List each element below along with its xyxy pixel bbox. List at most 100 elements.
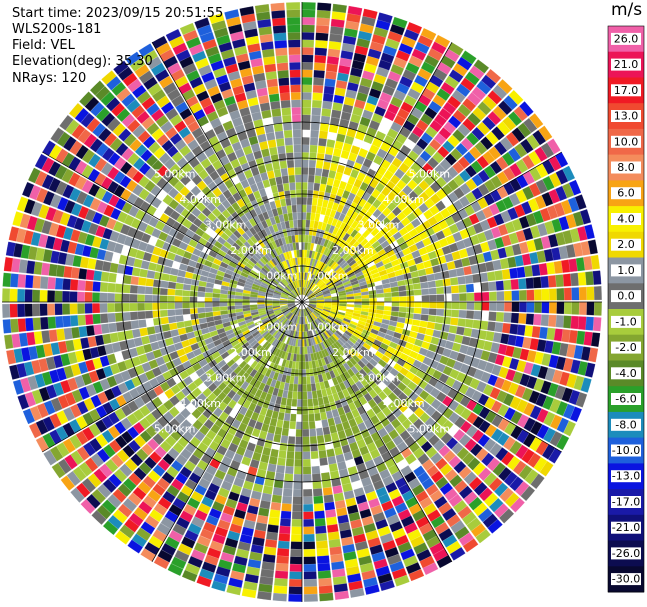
- ppi-gate: [289, 421, 296, 430]
- ppi-gate: [520, 485, 536, 502]
- ppi-gate: [344, 330, 353, 337]
- ppi-gate: [401, 418, 413, 430]
- ppi-gate: [322, 487, 333, 496]
- ppi-gate: [486, 457, 501, 472]
- ppi-gate: [577, 361, 588, 376]
- ppi-gate: [488, 477, 503, 492]
- ppi-gate: [289, 579, 303, 587]
- ppi-gate: [347, 349, 356, 358]
- ppi-gate: [280, 198, 287, 207]
- ppi-gate: [312, 267, 317, 275]
- ppi-gate: [360, 287, 369, 293]
- ppi-gate: [372, 354, 381, 363]
- ppi-gate: [521, 253, 532, 266]
- ppi-gate: [439, 355, 449, 365]
- ppi-gate: [288, 39, 301, 48]
- ppi-gate: [340, 50, 354, 60]
- ppi-gate: [401, 329, 411, 337]
- ppi-gate: [509, 267, 518, 279]
- ppi-gate: [284, 137, 293, 146]
- ppi-gate: [405, 371, 416, 381]
- ppi-gate: [553, 328, 563, 342]
- ppi-gate: [510, 279, 519, 290]
- ppi-gate: [344, 266, 352, 274]
- ppi-gate: [343, 166, 353, 176]
- ppi-gate: [32, 289, 40, 303]
- ppi-gate: [382, 338, 391, 346]
- ppi-gate: [47, 277, 56, 290]
- ppi-gate: [265, 163, 274, 172]
- ppi-gate: [293, 383, 298, 392]
- ppi-gate: [205, 287, 214, 293]
- ppi-gate: [438, 373, 449, 384]
- ppi-gate: [444, 468, 458, 482]
- ppi-gate: [329, 233, 336, 242]
- ppi-gate: [425, 350, 435, 359]
- ppi-gate: [421, 459, 435, 471]
- ppi-gate: [355, 371, 364, 381]
- ppi-gate: [353, 232, 362, 241]
- ppi-gate: [466, 92, 482, 106]
- ppi-gate: [451, 309, 460, 318]
- ppi-gate: [301, 17, 315, 25]
- ppi-gate: [399, 76, 413, 88]
- ppi-gate: [334, 245, 342, 254]
- ppi-gate: [410, 81, 425, 94]
- ppi-gate: [303, 586, 318, 595]
- ppi-gate: [392, 16, 408, 29]
- ppi-gate: [488, 497, 504, 513]
- ppi-gate: [302, 451, 311, 460]
- ppi-gate: [544, 367, 556, 382]
- ppi-gate: [555, 356, 566, 371]
- ppi-gate: [283, 480, 293, 489]
- ppi-gate: [309, 152, 317, 161]
- ppi-gate: [530, 363, 541, 377]
- ppi-gate: [466, 132, 480, 146]
- ppi-gate: [323, 192, 331, 201]
- ppi-gate: [329, 33, 343, 43]
- ppi-gate: [330, 261, 337, 269]
- ppi-gate: [459, 395, 471, 408]
- ppi-gate: [390, 315, 399, 322]
- ppi-gate: [549, 414, 563, 430]
- ppi-gate: [360, 345, 369, 354]
- ppi-gate: [407, 413, 419, 424]
- ppi-gate: [380, 342, 389, 351]
- ppi-gate: [386, 329, 395, 337]
- ppi-gate: [304, 264, 308, 273]
- ppi-gate: [323, 306, 332, 310]
- ppi-gate: [390, 286, 399, 293]
- ppi-gate: [387, 31, 403, 43]
- ppi-gate: [556, 401, 568, 416]
- ppi-gate: [288, 47, 301, 55]
- ppi-gate: [297, 399, 303, 407]
- ppi-gate: [381, 354, 390, 364]
- ppi-gate: [338, 180, 347, 190]
- ppi-gate: [515, 444, 529, 460]
- ppi-gate: [562, 165, 575, 182]
- ppi-gate: [334, 195, 342, 204]
- ppi-gate: [393, 349, 403, 358]
- ppi-gate: [189, 302, 198, 309]
- ppi-gate: [322, 230, 329, 239]
- ppi-gate: [347, 82, 359, 92]
- ppi-gate: [515, 230, 526, 243]
- ppi-gate: [451, 442, 464, 455]
- ppi-gate: [588, 347, 599, 363]
- ppi-gate: [414, 100, 428, 113]
- ppi-gate: [323, 307, 331, 312]
- ppi-gate: [71, 267, 80, 279]
- ppi-gate: [303, 571, 317, 580]
- ppi-gate: [447, 388, 458, 399]
- ppi-gate: [330, 290, 338, 295]
- ppi-gate: [429, 193, 441, 205]
- ppi-gate: [540, 380, 552, 395]
- ppi-gate: [344, 285, 353, 291]
- colorbar-tick-label: -6.0: [615, 393, 636, 406]
- ppi-gate: [503, 279, 512, 291]
- ppi-gate: [429, 120, 443, 133]
- ppi-gate: [494, 237, 505, 249]
- ppi-gate: [391, 301, 400, 307]
- ppi-gate: [478, 406, 491, 420]
